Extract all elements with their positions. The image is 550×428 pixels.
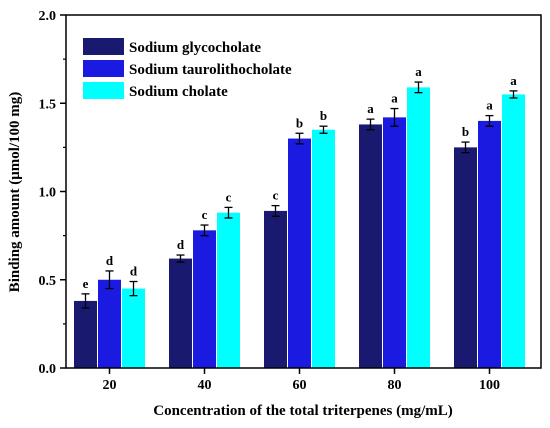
significance-label: d (130, 264, 138, 279)
legend: Sodium glycocholate Sodium taurolithochol… (83, 38, 292, 100)
y-tick-label: 0.5 (39, 274, 57, 289)
error-bar (129, 280, 138, 297)
y-axis-title: Binding amount (μmol/100 mg) (7, 92, 23, 293)
legend-label: Sodium taurolithocholate (129, 62, 292, 78)
significance-label: c (226, 189, 232, 204)
bar (407, 87, 430, 369)
legend-swatch (83, 60, 124, 77)
x-tick-label: 40 (198, 378, 212, 393)
significance-label: d (177, 237, 185, 252)
y-tick-label: 2.0 (39, 9, 57, 24)
significance-label: c (202, 207, 208, 222)
error-bar (81, 293, 90, 309)
bar (193, 230, 216, 368)
significance-label: a (486, 98, 493, 113)
bar (478, 120, 501, 369)
bar (217, 212, 240, 368)
bar (383, 117, 406, 369)
bar (288, 138, 311, 368)
error-bar (295, 132, 304, 145)
x-tick-label: 60 (293, 378, 307, 393)
y-tick-label: 0.0 (39, 362, 57, 377)
significance-label: b (462, 124, 469, 139)
significance-label: a (391, 91, 398, 106)
significance-label: d (106, 253, 114, 268)
bar (502, 94, 525, 369)
error-bar (271, 204, 280, 217)
legend-label: Sodium glycocholate (129, 40, 261, 56)
significance-label: a (510, 73, 517, 88)
significance-label: b (320, 108, 327, 123)
x-axis-title: Concentration of the total triterpenes (… (153, 403, 453, 419)
error-bar (200, 224, 209, 237)
error-bar (105, 270, 114, 290)
significance-label: a (415, 64, 422, 79)
error-bar (224, 206, 233, 219)
x-tick-label: 100 (479, 378, 500, 393)
bar (169, 258, 192, 368)
bar (264, 210, 287, 368)
significance-label: a (367, 101, 374, 116)
error-bar (414, 81, 423, 94)
bar (122, 288, 145, 368)
legend-label: Sodium cholate (129, 84, 228, 100)
bar (98, 279, 121, 368)
bar (312, 129, 335, 368)
error-bar (390, 107, 399, 127)
y-tick-label: 1.5 (39, 97, 57, 112)
x-tick-label: 20 (103, 378, 117, 393)
y-tick-label: 1.0 (39, 186, 57, 201)
significance-label: b (296, 115, 303, 130)
error-bar (319, 125, 328, 134)
significance-label: e (83, 276, 89, 291)
error-bar (509, 90, 518, 99)
x-tick-label: 80 (388, 378, 402, 393)
bar (74, 300, 97, 368)
error-bar (461, 141, 470, 154)
legend-swatch (83, 82, 124, 99)
error-bar (485, 114, 494, 127)
error-bar (366, 118, 375, 131)
error-bar (176, 254, 185, 263)
legend-swatch (83, 38, 124, 55)
bar (359, 124, 382, 369)
bar (454, 147, 477, 368)
significance-label: c (273, 188, 279, 203)
